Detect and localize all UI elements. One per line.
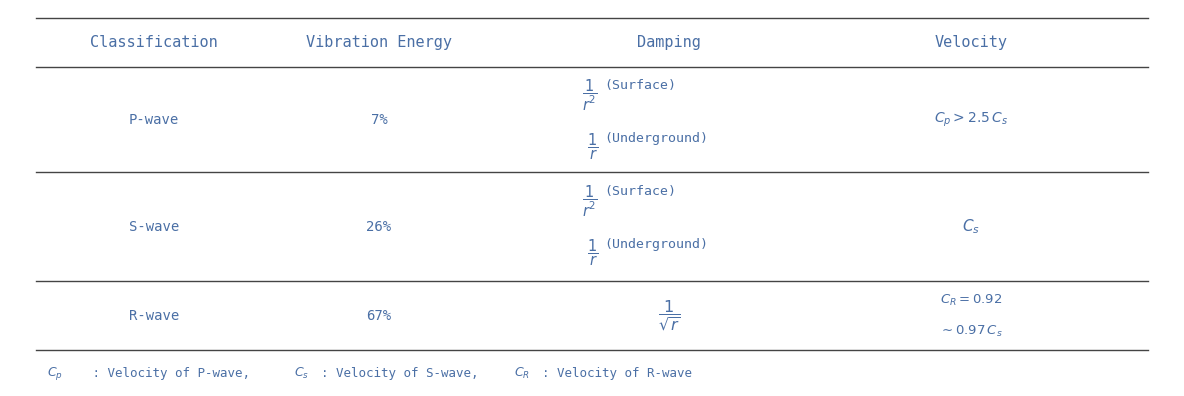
Text: S-wave: S-wave xyxy=(129,220,179,234)
Text: (Underground): (Underground) xyxy=(604,132,708,145)
Text: : Velocity of P-wave,: : Velocity of P-wave, xyxy=(85,367,265,379)
Text: 7%: 7% xyxy=(371,113,387,127)
Text: 26%: 26% xyxy=(366,220,392,234)
Text: $\dfrac{1}{r}$: $\dfrac{1}{r}$ xyxy=(586,131,598,162)
Text: $C_R{=}0.92$: $C_R{=}0.92$ xyxy=(940,293,1002,308)
Text: (Underground): (Underground) xyxy=(604,238,708,251)
Text: Classification: Classification xyxy=(90,35,218,50)
Text: $C_p{>}2.5\,C_s$: $C_p{>}2.5\,C_s$ xyxy=(934,111,1008,129)
Text: : Velocity of R-wave: : Velocity of R-wave xyxy=(542,367,693,379)
Text: Damping: Damping xyxy=(637,35,701,50)
Text: $\dfrac{1}{r^2}$: $\dfrac{1}{r^2}$ xyxy=(583,77,598,113)
Text: ${\sim}0.97\,C_s$: ${\sim}0.97\,C_s$ xyxy=(939,324,1003,339)
Text: $C_R$: $C_R$ xyxy=(514,366,529,381)
Text: $\dfrac{1}{r}$: $\dfrac{1}{r}$ xyxy=(586,237,598,268)
Text: $\dfrac{1}{r^2}$: $\dfrac{1}{r^2}$ xyxy=(583,183,598,219)
Text: : Velocity of S-wave,: : Velocity of S-wave, xyxy=(321,367,494,379)
Text: Vibration Energy: Vibration Energy xyxy=(305,35,452,50)
Text: (Surface): (Surface) xyxy=(604,79,676,91)
Text: $\dfrac{1}{\sqrt{r}}$: $\dfrac{1}{\sqrt{r}}$ xyxy=(657,299,681,333)
Text: Velocity: Velocity xyxy=(934,35,1008,50)
Text: (Surface): (Surface) xyxy=(604,185,676,198)
Text: R-wave: R-wave xyxy=(129,309,179,323)
Text: 67%: 67% xyxy=(366,309,392,323)
Text: $C_p$: $C_p$ xyxy=(47,365,63,381)
Text: $C_s$: $C_s$ xyxy=(294,366,309,381)
Text: P-wave: P-wave xyxy=(129,113,179,127)
Text: $C_s$: $C_s$ xyxy=(961,217,980,236)
